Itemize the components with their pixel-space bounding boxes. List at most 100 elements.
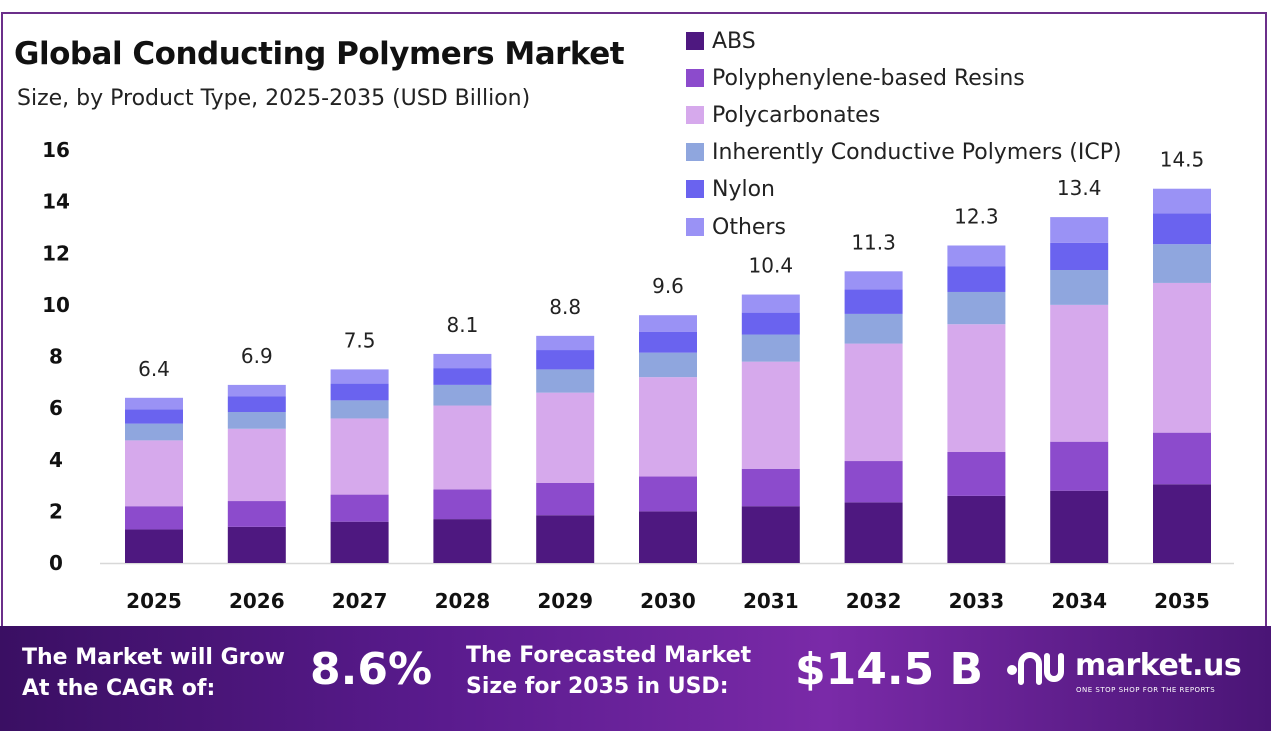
bar-segment-polyphenylene-based-resins-2032 bbox=[844, 461, 903, 503]
x-tick-label: 2033 bbox=[949, 589, 1005, 613]
bar-total-label: 6.4 bbox=[138, 357, 170, 381]
bar-segment-polyphenylene-based-resins-2029 bbox=[536, 482, 595, 516]
bar-segment-inherently-conductive-polymers-icp-2033 bbox=[947, 291, 1006, 325]
bar-segment-inherently-conductive-polymers-icp-2031 bbox=[741, 334, 800, 362]
forecast-label-line1: The Forecasted Market bbox=[466, 643, 752, 668]
bar-segment-polycarbonates-2030 bbox=[639, 377, 697, 477]
y-tick-label: 2 bbox=[49, 499, 63, 523]
bar-segment-others-2030 bbox=[639, 315, 697, 332]
bar-segment-abs-2033 bbox=[947, 495, 1006, 563]
bar-segment-abs-2025 bbox=[125, 529, 183, 563]
bar-segment-inherently-conductive-polymers-icp-2032 bbox=[844, 313, 903, 344]
bar-segment-inherently-conductive-polymers-icp-2030 bbox=[639, 352, 697, 378]
bar-total-label: 11.3 bbox=[851, 230, 896, 254]
bar-segment-nylon-2034 bbox=[1050, 242, 1109, 271]
bar-segment-polycarbonates-2035 bbox=[1153, 282, 1211, 433]
bar-segment-others-2029 bbox=[536, 335, 595, 351]
y-tick-label: 8 bbox=[49, 345, 63, 369]
bar-segment-polyphenylene-based-resins-2028 bbox=[433, 489, 492, 520]
y-tick-label: 16 bbox=[42, 138, 70, 162]
bar-segment-nylon-2031 bbox=[741, 312, 800, 335]
x-tick-label: 2032 bbox=[846, 589, 902, 613]
bar-segment-polyphenylene-based-resins-2033 bbox=[947, 452, 1006, 496]
bar-total-label: 8.8 bbox=[549, 295, 581, 319]
cagr-value: 8.6% bbox=[310, 644, 433, 695]
bar-segment-polyphenylene-based-resins-2031 bbox=[741, 468, 800, 507]
legend-swatch-abs bbox=[686, 32, 704, 50]
chart-title: Global Conducting Polymers Market bbox=[14, 36, 625, 72]
x-tick-label: 2030 bbox=[640, 589, 696, 613]
x-tick-label: 2031 bbox=[743, 589, 799, 613]
bar-segment-nylon-2029 bbox=[536, 350, 595, 370]
legend-item-abs: ABS bbox=[686, 26, 756, 56]
legend-item-nylon: Nylon bbox=[686, 174, 775, 204]
bar-segment-inherently-conductive-polymers-icp-2026 bbox=[227, 411, 286, 429]
legend-label-polyphenylene: Polyphenylene-based Resins bbox=[712, 65, 1025, 91]
legend-swatch-polyphenylene bbox=[686, 69, 704, 87]
bar-segment-others-2026 bbox=[227, 384, 286, 397]
brand-tagline: ONE STOP SHOP FOR THE REPORTS bbox=[1076, 686, 1216, 694]
bar-total-label: 7.5 bbox=[344, 328, 376, 352]
bar-segment-abs-2035 bbox=[1153, 484, 1211, 563]
bar-segment-others-2027 bbox=[330, 369, 389, 384]
bar-segment-polycarbonates-2028 bbox=[433, 405, 492, 490]
bar-segment-others-2025 bbox=[125, 397, 183, 410]
bar-total-label: 9.6 bbox=[652, 274, 684, 298]
bar-segment-polycarbonates-2033 bbox=[947, 324, 1006, 453]
bar-segment-nylon-2032 bbox=[844, 289, 903, 314]
legend-label-abs: ABS bbox=[712, 28, 756, 54]
chart-subtitle: Size, by Product Type, 2025-2035 (USD Bi… bbox=[17, 86, 531, 111]
bar-total-label: 6.9 bbox=[241, 344, 273, 368]
bar-total-label: 8.1 bbox=[446, 313, 478, 337]
cagr-label: The Market will Grow At the CAGR of: bbox=[22, 642, 285, 704]
legend-item-icp: Inherently Conductive Polymers (ICP) bbox=[686, 137, 1122, 167]
bar-segment-others-2028 bbox=[433, 353, 492, 369]
y-tick-label: 10 bbox=[42, 293, 70, 317]
legend-swatch-others bbox=[686, 218, 704, 236]
brand-logo: market.us ONE STOP SHOP FOR THE REPORTS bbox=[1005, 646, 1242, 696]
bar-total-label: 13.4 bbox=[1057, 176, 1102, 200]
bar-segment-abs-2030 bbox=[639, 511, 697, 563]
cagr-label-line2: At the CAGR of: bbox=[22, 676, 216, 701]
x-tick-label: 2035 bbox=[1154, 589, 1210, 613]
y-tick-label: 4 bbox=[49, 448, 63, 472]
y-tick-label: 12 bbox=[42, 241, 70, 265]
bar-segment-inherently-conductive-polymers-icp-2034 bbox=[1050, 270, 1109, 305]
forecast-label-line2: Size for 2035 in USD: bbox=[466, 674, 729, 699]
bar-segment-polycarbonates-2026 bbox=[227, 428, 286, 502]
y-tick-label: 0 bbox=[49, 551, 63, 575]
bar-total-label: 12.3 bbox=[954, 205, 999, 229]
forecast-label: The Forecasted Market Size for 2035 in U… bbox=[466, 640, 751, 702]
x-tick-label: 2028 bbox=[435, 589, 491, 613]
bar-segment-abs-2034 bbox=[1050, 490, 1109, 563]
bar-segment-others-2034 bbox=[1050, 217, 1109, 243]
bar-segment-inherently-conductive-polymers-icp-2029 bbox=[536, 369, 595, 393]
x-tick-label: 2026 bbox=[229, 589, 285, 613]
bar-segment-polyphenylene-based-resins-2034 bbox=[1050, 441, 1109, 491]
y-tick-label: 14 bbox=[42, 190, 70, 214]
bar-segment-abs-2026 bbox=[227, 526, 286, 563]
bar-segment-nylon-2026 bbox=[227, 396, 286, 412]
legend-label-others: Others bbox=[712, 214, 786, 240]
bar-segment-others-2033 bbox=[947, 245, 1006, 267]
x-tick-label: 2027 bbox=[332, 589, 388, 613]
footer-banner: The Market will Grow At the CAGR of: 8.6… bbox=[0, 626, 1271, 731]
legend-swatch-icp bbox=[686, 143, 704, 161]
legend-swatch-nylon bbox=[686, 180, 704, 198]
bar-segment-abs-2027 bbox=[330, 521, 389, 563]
bar-segment-nylon-2028 bbox=[433, 368, 492, 385]
bar-segment-inherently-conductive-polymers-icp-2035 bbox=[1153, 244, 1211, 283]
legend-label-icp: Inherently Conductive Polymers (ICP) bbox=[712, 139, 1122, 165]
bar-segment-nylon-2035 bbox=[1153, 213, 1211, 245]
bar-segment-polycarbonates-2025 bbox=[125, 440, 183, 507]
stacked-bar-chart: 0 2 4 6 8 10 12 14 16 6.4 2025 6.9 2026 7.5 2027 8.1 202… bbox=[42, 138, 1234, 613]
bar-segment-polyphenylene-based-resins-2026 bbox=[227, 501, 286, 527]
bar-segment-polycarbonates-2034 bbox=[1050, 304, 1109, 442]
bar-segment-others-2035 bbox=[1153, 188, 1211, 214]
y-tick-label: 6 bbox=[49, 396, 63, 420]
market-us-logo-icon bbox=[1007, 652, 1064, 685]
bar-total-label: 10.4 bbox=[749, 254, 794, 278]
bar-segment-polyphenylene-based-resins-2027 bbox=[330, 494, 389, 522]
bar-segment-nylon-2027 bbox=[330, 383, 389, 401]
bar-segment-nylon-2033 bbox=[947, 266, 1006, 292]
